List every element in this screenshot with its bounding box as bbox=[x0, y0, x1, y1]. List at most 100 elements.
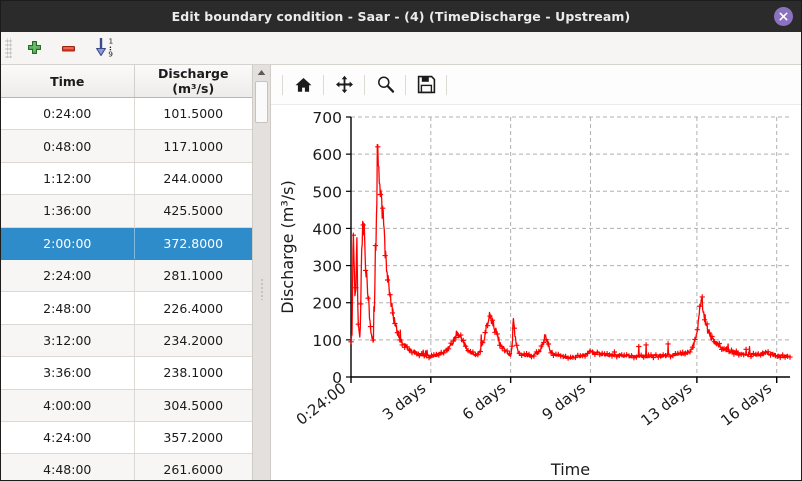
pan-button[interactable] bbox=[327, 70, 361, 100]
cell-discharge[interactable]: 101.5000 bbox=[134, 97, 252, 131]
toolbar-separator bbox=[405, 74, 406, 95]
cell-discharge[interactable]: 117.1000 bbox=[134, 129, 252, 163]
svg-text:1: 1 bbox=[109, 36, 114, 45]
cell-discharge[interactable]: 357.2000 bbox=[134, 421, 252, 455]
table-row[interactable]: 1:12:00 244.0000 bbox=[1, 162, 252, 196]
cell-time[interactable]: 1:36:00 bbox=[1, 194, 135, 228]
cell-time[interactable]: 2:24:00 bbox=[1, 259, 135, 293]
cell-time[interactable]: 2:00:00 bbox=[1, 227, 135, 260]
y-axis-tick-label: 500 bbox=[312, 183, 342, 201]
y-axis-tick-label: 300 bbox=[312, 258, 342, 276]
chart-toolbar bbox=[271, 65, 801, 105]
cell-time[interactable]: 4:00:00 bbox=[1, 389, 135, 422]
magnifier-icon bbox=[377, 76, 394, 93]
title-bar: Edit boundary condition - Saar - (4) (Ti… bbox=[1, 1, 801, 32]
x-axis-tick-label: 13 days bbox=[638, 379, 696, 430]
table-row[interactable]: 0:24:00 101.5000 bbox=[1, 97, 252, 131]
data-table-pane: Time Discharge (m³/s) 0:24:00 101.5000 0:4… bbox=[1, 65, 271, 480]
move-icon bbox=[335, 75, 353, 94]
home-icon bbox=[295, 77, 311, 92]
scrollbar-thumb[interactable] bbox=[255, 81, 268, 123]
sort-ascending-button[interactable]: 1 9 bbox=[85, 33, 125, 63]
table-row[interactable]: 2:00:00 372.8000 bbox=[1, 227, 252, 260]
cell-discharge[interactable]: 372.8000 bbox=[134, 227, 252, 260]
window-title: Edit boundary condition - Saar - (4) (Ti… bbox=[171, 9, 631, 24]
table-header-row: Time Discharge (m³/s) bbox=[1, 65, 252, 98]
close-button[interactable] bbox=[774, 7, 793, 26]
table-row[interactable]: 2:48:00 226.4000 bbox=[1, 291, 252, 325]
reset-view-button[interactable] bbox=[286, 70, 320, 100]
cell-time[interactable]: 4:24:00 bbox=[1, 421, 135, 455]
table-row[interactable]: 3:36:00 238.1000 bbox=[1, 356, 252, 390]
toolbar-separator bbox=[364, 74, 365, 95]
cell-discharge[interactable]: 261.6000 bbox=[134, 453, 252, 480]
y-axis-tick-label: 700 bbox=[312, 109, 342, 127]
table-vertical-scrollbar[interactable] bbox=[252, 65, 270, 480]
series-markers-discharge bbox=[348, 144, 793, 361]
main-toolbar: 1 9 bbox=[1, 32, 801, 65]
plus-icon bbox=[27, 40, 41, 54]
remove-row-button[interactable] bbox=[51, 33, 85, 63]
cell-discharge[interactable]: 234.2000 bbox=[134, 324, 252, 358]
save-figure-button[interactable] bbox=[409, 70, 443, 100]
minus-icon bbox=[61, 45, 75, 51]
x-axis-tick-label: 9 days bbox=[539, 379, 589, 424]
y-axis-tick-label: 200 bbox=[312, 295, 342, 313]
y-axis-label: Discharge (m³/s) bbox=[278, 180, 297, 313]
table-row[interactable]: 2:24:00 281.1000 bbox=[1, 259, 252, 293]
cell-time[interactable]: 2:48:00 bbox=[1, 291, 135, 325]
chevron-up-icon bbox=[257, 70, 266, 75]
y-axis-tick-label: 600 bbox=[312, 146, 342, 164]
close-icon bbox=[779, 12, 788, 21]
toolbar-drag-handle[interactable] bbox=[5, 38, 12, 58]
cell-time[interactable]: 0:24:00 bbox=[1, 97, 135, 131]
scrollbar-grip-dots bbox=[260, 277, 263, 300]
x-axis-tick-label: 3 days bbox=[379, 379, 429, 424]
x-axis-tick-label: 16 days bbox=[717, 379, 775, 430]
cell-discharge[interactable]: 425.5000 bbox=[134, 194, 252, 228]
discharge-chart-figure[interactable]: 0 100 200 300 400 500 600 700 0:24:00 3 days 6 day… bbox=[271, 105, 802, 481]
chart-pane: 0 100 200 300 400 500 600 700 0:24:00 3 days 6 day… bbox=[271, 65, 802, 481]
column-header-time[interactable]: Time bbox=[1, 65, 135, 98]
table-row[interactable]: 4:00:00 304.5000 bbox=[1, 389, 252, 422]
table-row[interactable]: 3:12:00 234.2000 bbox=[1, 324, 252, 358]
data-table-wrapper: Time Discharge (m³/s) 0:24:00 101.5000 0:4… bbox=[1, 65, 252, 480]
discharge-time-series-chart[interactable]: 0 100 200 300 400 500 600 700 0:24:00 3 days 6 day… bbox=[271, 105, 802, 481]
boundary-condition-table: Time Discharge (m³/s) 0:24:00 101.5000 0:4… bbox=[1, 65, 252, 480]
cell-time[interactable]: 3:36:00 bbox=[1, 356, 135, 390]
table-row[interactable]: 0:48:00 117.1000 bbox=[1, 129, 252, 163]
cell-discharge[interactable]: 281.1000 bbox=[134, 259, 252, 293]
table-row[interactable]: 4:48:00 261.6000 bbox=[1, 453, 252, 480]
series-line-discharge bbox=[350, 143, 791, 360]
add-row-button[interactable] bbox=[17, 33, 51, 63]
cell-discharge[interactable]: 226.4000 bbox=[134, 291, 252, 325]
cell-time[interactable]: 1:12:00 bbox=[1, 162, 135, 196]
sort-ascending-icon: 1 9 bbox=[96, 36, 114, 59]
toolbar-separator bbox=[282, 74, 283, 95]
cell-time[interactable]: 3:12:00 bbox=[1, 324, 135, 358]
zoom-button[interactable] bbox=[368, 70, 402, 100]
x-axis-tick-label: 6 days bbox=[459, 379, 509, 424]
cell-time[interactable]: 0:48:00 bbox=[1, 129, 135, 163]
svg-text:9: 9 bbox=[108, 50, 113, 59]
toolbar-separator bbox=[446, 74, 447, 95]
cell-discharge[interactable]: 304.5000 bbox=[134, 389, 252, 422]
toolbar-separator bbox=[323, 74, 324, 95]
x-axis-label: Time bbox=[550, 460, 590, 479]
scroll-up-button[interactable] bbox=[253, 65, 270, 80]
y-axis-tick-label: 100 bbox=[312, 332, 342, 350]
table-body: 0:24:00 101.5000 0:48:00 117.1000 1:12:00 244… bbox=[1, 97, 252, 480]
window-body: Time Discharge (m³/s) 0:24:00 101.5000 0:4… bbox=[1, 65, 802, 481]
table-row[interactable]: 1:36:00 425.5000 bbox=[1, 194, 252, 228]
floppy-disk-icon bbox=[417, 75, 435, 94]
y-axis-tick-label: 400 bbox=[312, 220, 342, 238]
scrollbar-track[interactable] bbox=[253, 80, 270, 480]
table-row[interactable]: 4:24:00 357.2000 bbox=[1, 421, 252, 455]
column-header-discharge[interactable]: Discharge (m³/s) bbox=[134, 65, 252, 98]
cell-time[interactable]: 4:48:00 bbox=[1, 453, 135, 480]
y-axis-tick-label: 0 bbox=[332, 369, 342, 387]
x-axis-tick-label: 0:24:00 bbox=[293, 379, 350, 429]
cell-discharge[interactable]: 238.1000 bbox=[134, 356, 252, 390]
cell-discharge[interactable]: 244.0000 bbox=[134, 162, 252, 196]
